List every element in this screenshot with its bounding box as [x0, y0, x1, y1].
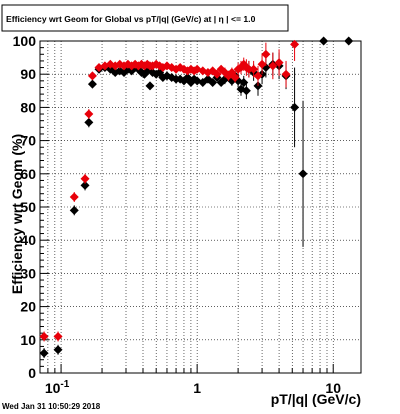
data-point [212, 69, 222, 79]
y-tick-label: 10 [20, 332, 36, 348]
data-point [87, 79, 97, 89]
data-point [290, 39, 300, 49]
y-tick-label: 30 [20, 265, 36, 281]
data-point [268, 61, 278, 71]
x-tick-label: 10-1 [45, 379, 70, 396]
data-point [69, 192, 79, 202]
timestamp: Wed Jan 31 10:50:29 2018 [2, 402, 101, 411]
y-axis-label: Efficiency wrt Geom (%) [9, 134, 25, 294]
data-point [244, 64, 254, 74]
data-point [261, 49, 271, 59]
axis-ticks [39, 40, 334, 374]
series-red [39, 39, 300, 342]
title-box [1, 4, 289, 32]
data-point [80, 174, 90, 184]
data-point [249, 64, 259, 74]
y-tick-label: 20 [20, 299, 36, 315]
data-point [145, 81, 155, 91]
data-point [94, 63, 104, 73]
data-point [53, 331, 63, 341]
y-tick-label: 100 [13, 33, 37, 49]
y-tick-label: 90 [20, 66, 36, 82]
data-point [241, 86, 251, 96]
data-point [53, 345, 63, 355]
data-point [344, 36, 354, 46]
y-tick-label: 40 [20, 232, 36, 248]
data-point [319, 36, 329, 46]
y-tick-label: 0 [28, 365, 36, 381]
data-point [290, 102, 300, 112]
data-series [39, 36, 354, 359]
y-tick-label: 70 [20, 133, 36, 149]
data-point [39, 348, 49, 358]
grid [39, 41, 361, 373]
data-point [87, 71, 97, 81]
data-point [84, 109, 94, 119]
y-tick-label: 80 [20, 99, 36, 115]
data-point [274, 58, 284, 68]
data-point [208, 78, 218, 87]
data-point [158, 63, 168, 73]
series-black [39, 36, 354, 359]
tick-labels: 0 10 20 30 40 50 60 70 80 90 100 10-1 1 10 [13, 33, 342, 396]
data-point [298, 169, 308, 179]
x-tick-label: 10 [325, 380, 341, 396]
data-point [39, 331, 49, 341]
data-point [84, 117, 94, 127]
data-point [80, 180, 90, 190]
data-point [261, 63, 271, 73]
data-point [230, 73, 240, 83]
y-tick-label: 50 [20, 199, 36, 215]
y-tick-label: 60 [20, 166, 36, 182]
data-point [69, 205, 79, 215]
chart-title: Efficiency wrt Geom for Global vs pT/|q|… [6, 14, 256, 24]
data-point [281, 69, 291, 79]
data-point [253, 71, 263, 81]
x-axis-label: pT/|q| (GeV/c) [271, 391, 361, 407]
x-tick-label: 1 [193, 380, 201, 396]
data-point [257, 59, 267, 69]
